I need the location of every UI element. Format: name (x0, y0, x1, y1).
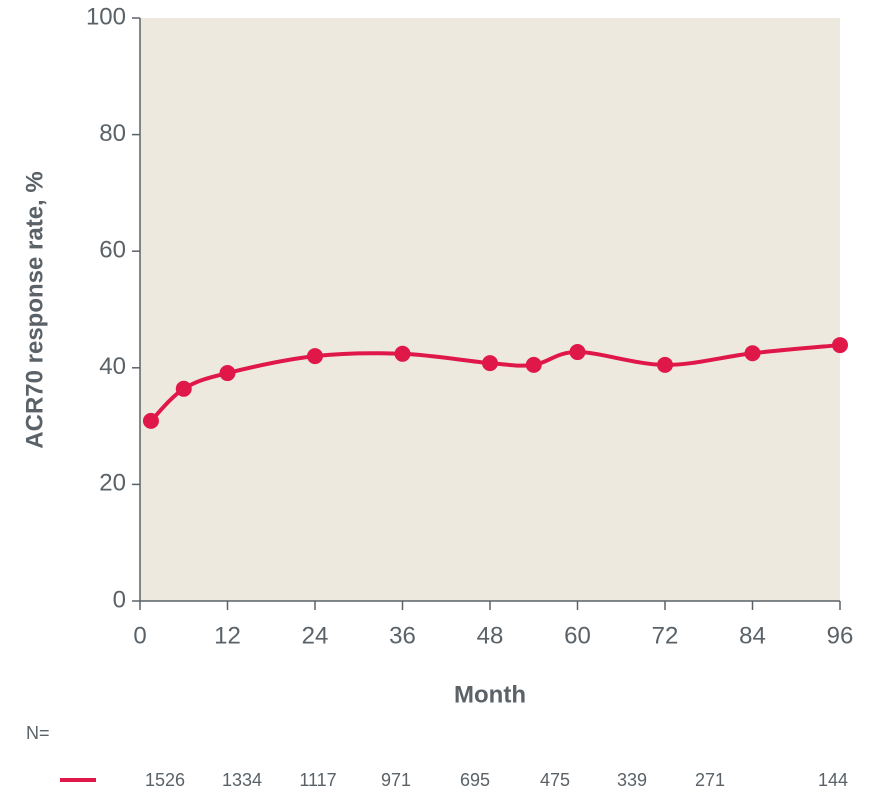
y-tick-label: 40 (99, 353, 126, 380)
x-tick-label: 12 (214, 622, 241, 649)
data-point (657, 356, 673, 373)
y-tick-label: 80 (99, 120, 126, 147)
x-tick-label: 84 (739, 622, 766, 649)
data-point (394, 345, 411, 362)
n-at-risk: 1117 (299, 770, 336, 790)
data-point (569, 344, 586, 361)
y-tick-label: 60 (99, 237, 126, 264)
n-at-risk: 144 (818, 770, 848, 790)
n-at-risk: 1526 (145, 770, 185, 790)
x-tick-label: 48 (477, 622, 504, 649)
y-axis-title: ACR70 response rate, % (21, 171, 48, 448)
x-tick-label: 96 (827, 622, 854, 649)
n-at-risk: 271 (695, 770, 725, 790)
y-tick-label: 100 (86, 3, 126, 30)
x-tick-label: 72 (652, 622, 679, 649)
n-at-risk: 695 (460, 770, 490, 790)
y-tick-label: 0 (113, 586, 126, 613)
n-at-risk: 339 (617, 770, 647, 790)
n-at-risk: 475 (540, 770, 570, 790)
x-tick-label: 0 (133, 622, 146, 649)
data-point (307, 348, 323, 365)
data-point (142, 412, 159, 429)
data-point (219, 365, 236, 382)
data-point (482, 355, 498, 372)
data-point (175, 380, 192, 397)
data-point (744, 345, 761, 362)
n-label: N= (26, 723, 50, 743)
data-point (832, 337, 848, 354)
n-at-risk: 971 (381, 770, 411, 790)
x-tick-label: 24 (302, 622, 329, 649)
x-tick-label: 36 (389, 622, 416, 649)
plot-background (140, 18, 840, 601)
y-tick-label: 20 (99, 470, 126, 497)
x-tick-label: 60 (564, 622, 591, 649)
data-point (525, 356, 542, 373)
n-at-risk: 1334 (222, 770, 262, 790)
x-axis-title: Month (454, 681, 526, 708)
